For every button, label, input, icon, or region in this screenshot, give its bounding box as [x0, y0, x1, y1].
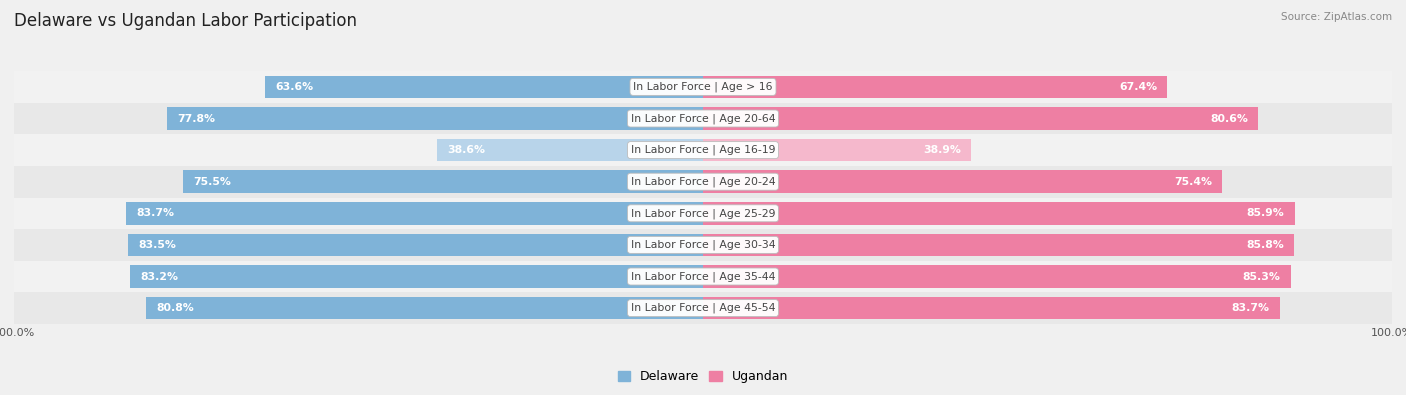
Bar	[128, 233, 703, 256]
Bar	[14, 134, 1392, 166]
Text: 80.6%: 80.6%	[1211, 113, 1249, 124]
Bar	[183, 170, 703, 193]
Bar	[703, 233, 1294, 256]
Bar	[167, 107, 703, 130]
Bar	[703, 170, 1222, 193]
Legend: Delaware, Ugandan: Delaware, Ugandan	[613, 365, 793, 388]
Bar	[703, 265, 1291, 288]
Bar	[14, 198, 1392, 229]
Bar	[703, 75, 1167, 98]
Bar	[14, 103, 1392, 134]
Text: 75.5%: 75.5%	[193, 177, 231, 187]
Bar	[14, 292, 1392, 324]
Text: In Labor Force | Age 20-24: In Labor Force | Age 20-24	[631, 177, 775, 187]
Bar	[14, 166, 1392, 198]
Bar	[14, 261, 1392, 292]
Text: 85.8%: 85.8%	[1246, 240, 1284, 250]
Text: In Labor Force | Age > 16: In Labor Force | Age > 16	[633, 82, 773, 92]
Text: 80.8%: 80.8%	[156, 303, 194, 313]
Text: 38.9%: 38.9%	[922, 145, 960, 155]
Text: In Labor Force | Age 30-34: In Labor Force | Age 30-34	[631, 240, 775, 250]
Bar	[703, 107, 1258, 130]
Text: 63.6%: 63.6%	[276, 82, 314, 92]
Text: 83.7%: 83.7%	[1232, 303, 1270, 313]
Text: 77.8%: 77.8%	[177, 113, 215, 124]
Bar	[703, 139, 972, 162]
Text: In Labor Force | Age 16-19: In Labor Force | Age 16-19	[631, 145, 775, 155]
Text: 85.9%: 85.9%	[1247, 208, 1285, 218]
Bar	[146, 297, 703, 320]
Text: In Labor Force | Age 35-44: In Labor Force | Age 35-44	[631, 271, 775, 282]
Bar	[127, 202, 703, 225]
Bar	[14, 229, 1392, 261]
Bar	[14, 71, 1392, 103]
Text: 83.5%: 83.5%	[138, 240, 176, 250]
Text: 85.3%: 85.3%	[1243, 271, 1281, 282]
Text: 67.4%: 67.4%	[1119, 82, 1157, 92]
Bar	[703, 202, 1295, 225]
Text: In Labor Force | Age 45-54: In Labor Force | Age 45-54	[631, 303, 775, 313]
Bar	[264, 75, 703, 98]
Text: Delaware vs Ugandan Labor Participation: Delaware vs Ugandan Labor Participation	[14, 12, 357, 30]
Text: 38.6%: 38.6%	[447, 145, 485, 155]
Text: 83.7%: 83.7%	[136, 208, 174, 218]
Text: 75.4%: 75.4%	[1174, 177, 1212, 187]
Text: Source: ZipAtlas.com: Source: ZipAtlas.com	[1281, 12, 1392, 22]
Bar	[437, 139, 703, 162]
Bar	[129, 265, 703, 288]
Text: In Labor Force | Age 20-64: In Labor Force | Age 20-64	[631, 113, 775, 124]
Text: In Labor Force | Age 25-29: In Labor Force | Age 25-29	[631, 208, 775, 218]
Bar	[703, 297, 1279, 320]
Text: 83.2%: 83.2%	[141, 271, 179, 282]
